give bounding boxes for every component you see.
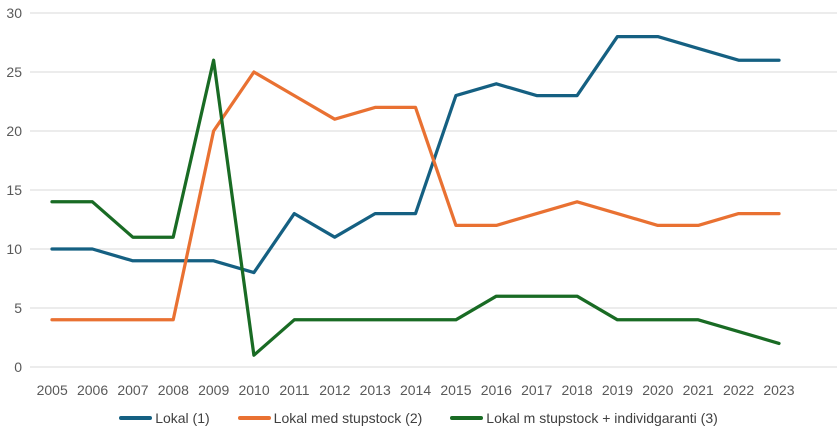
x-tick-label: 2013 <box>359 382 391 398</box>
x-tick-label: 2012 <box>319 382 351 398</box>
x-tick-label: 2010 <box>238 382 270 398</box>
x-tick-label: 2006 <box>76 382 109 398</box>
x-tick-label: 2015 <box>440 382 472 398</box>
series-line <box>50 34 781 275</box>
y-axis: 30 25 20 15 10 5 0 <box>0 4 22 376</box>
legend-line-marker <box>237 416 271 420</box>
y-tick-label: 25 <box>6 64 22 80</box>
legend-label: Lokal m stupstock + individgaranti (3) <box>486 410 718 426</box>
y-tick-label: 20 <box>6 123 22 139</box>
legend-label: Lokal (1) <box>155 410 210 426</box>
x-tick-label: 2008 <box>157 382 189 398</box>
legend-line-marker <box>450 416 484 420</box>
y-tick-label: 15 <box>6 182 22 198</box>
series-line <box>50 70 781 322</box>
x-axis: 2005 2006 2007 2008 2009 2010 2011 2012 2013 2014… <box>32 381 799 399</box>
legend: Lokal (1) Lokal med stupstock (2) Lokal m … <box>0 408 837 428</box>
x-tick-label: 2017 <box>521 382 553 398</box>
legend-line-marker <box>119 416 153 420</box>
x-tick-label: 2009 <box>198 382 230 398</box>
series-line <box>50 58 781 357</box>
legend-item: Lokal (1) <box>119 408 210 428</box>
x-tick-label: 2011 <box>279 382 310 398</box>
x-tick-label: 2022 <box>722 382 755 398</box>
y-tick-label: 30 <box>6 5 22 21</box>
x-tick-label: 2021 <box>682 382 714 398</box>
legend-item: Lokal m stupstock + individgaranti (3) <box>450 408 718 428</box>
legend-label: Lokal med stupstock (2) <box>273 410 423 426</box>
y-tick-label: 10 <box>6 241 22 257</box>
x-tick-label: 2014 <box>399 382 432 398</box>
legend-item: Lokal med stupstock (2) <box>237 408 423 428</box>
x-tick-label: 2007 <box>117 382 149 398</box>
y-tick-label: 5 <box>14 300 22 316</box>
x-tick-label: 2018 <box>561 382 593 398</box>
x-tick-label: 2016 <box>480 382 512 398</box>
x-tick-label: 2005 <box>36 382 68 398</box>
x-tick-label: 2019 <box>601 382 634 398</box>
x-tick-label: 2023 <box>763 382 795 398</box>
x-tick-label: 2020 <box>642 382 674 398</box>
y-tick-label: 0 <box>14 359 22 375</box>
